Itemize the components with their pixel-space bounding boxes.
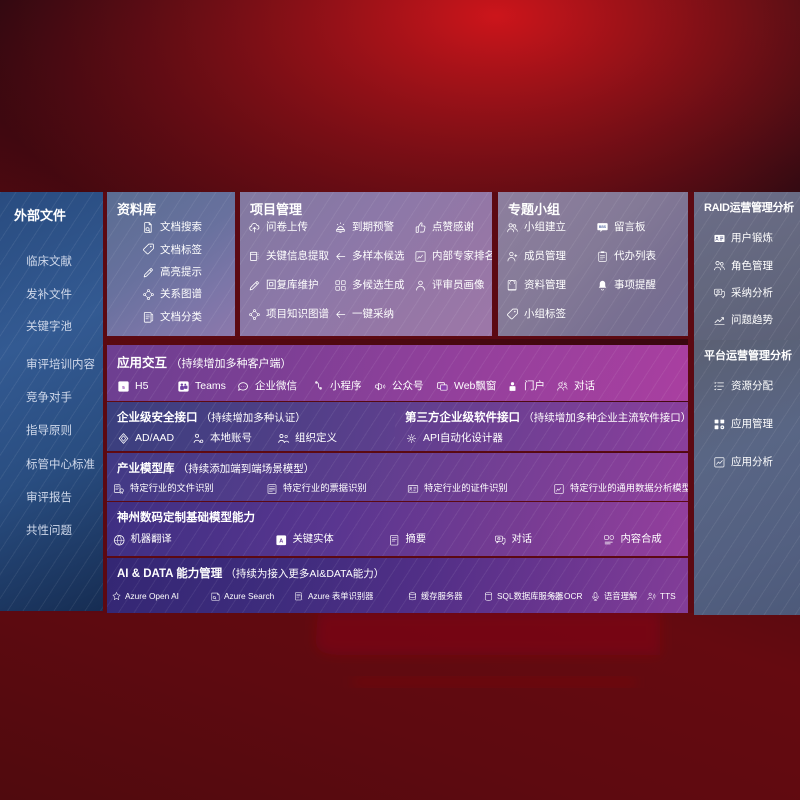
svg-text:A: A [279,539,283,545]
svg-text:OCR: OCR [552,595,558,599]
svg-text:BBS: BBS [599,225,607,229]
